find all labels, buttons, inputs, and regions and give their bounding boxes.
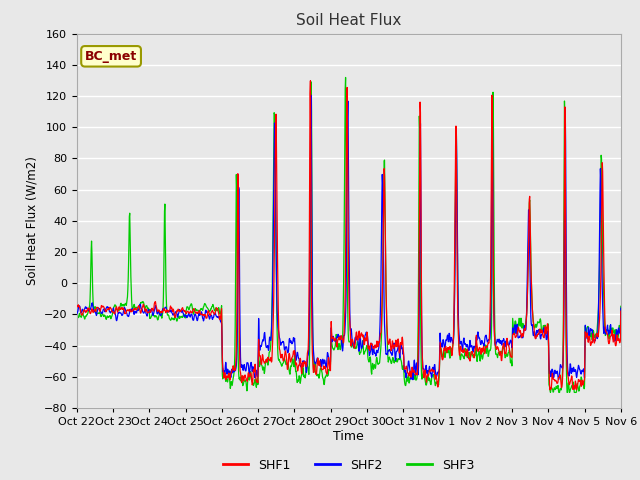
X-axis label: Time: Time: [333, 430, 364, 443]
Legend: SHF1, SHF2, SHF3: SHF1, SHF2, SHF3: [218, 454, 480, 477]
Text: BC_met: BC_met: [85, 50, 137, 63]
Title: Soil Heat Flux: Soil Heat Flux: [296, 13, 401, 28]
Y-axis label: Soil Heat Flux (W/m2): Soil Heat Flux (W/m2): [25, 156, 38, 285]
